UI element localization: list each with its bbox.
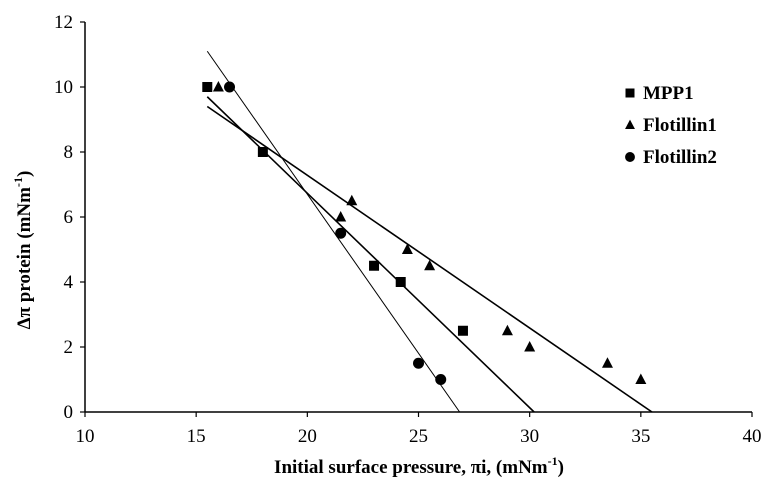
point-flotillin2	[413, 357, 424, 369]
point-mpp1	[457, 325, 468, 336]
tick-labels: 10 15 20 25 30 35 40 0 2 4 6 8 10 12	[54, 12, 762, 447]
legend-label-mpp1: MPP1	[643, 83, 694, 104]
fit-line-flotillin2	[206, 50, 461, 413]
data-points	[202, 81, 647, 385]
fit-line-mpp1	[206, 96, 535, 413]
x-axis-label: Initial surface pressure, πi, (mNm-1)	[274, 454, 564, 478]
x-tick-label: 20	[298, 426, 317, 447]
point-flotillin1	[501, 324, 513, 336]
y-tick-label: 6	[64, 207, 74, 228]
fit-lines	[206, 50, 653, 413]
point-flotillin1	[346, 194, 358, 206]
point-mpp1	[202, 82, 213, 92]
y-tick-label: 0	[64, 402, 74, 423]
point-flotillin1	[401, 243, 413, 254]
point-flotillin1	[424, 259, 436, 271]
y-tick-label: 10	[54, 77, 73, 98]
axes	[80, 21, 753, 417]
point-flotillin2	[335, 227, 347, 239]
x-tick-label: 30	[520, 426, 539, 447]
y-axis-label: Δπ protein (mNm-1)	[11, 171, 35, 330]
point-flotillin1	[601, 357, 613, 368]
point-flotillin1	[524, 341, 536, 352]
x-tick-label: 40	[743, 426, 762, 447]
point-flotillin1	[212, 81, 224, 92]
point-mpp1	[369, 260, 380, 271]
legend-marker-mpp1	[625, 88, 635, 98]
legend-marker-flotillin2	[625, 152, 635, 162]
legend-marker-flotillin1	[625, 119, 635, 130]
point-flotillin1	[635, 373, 647, 384]
y-tick-label: 12	[54, 12, 73, 33]
point-flotillin2	[224, 81, 236, 93]
point-mpp1	[257, 147, 268, 157]
point-flotillin1	[335, 211, 347, 222]
legend: MPP1 Flotillin1 Flotillin2	[625, 83, 717, 168]
x-tick-label: 10	[76, 426, 95, 447]
y-tick-label: 8	[64, 142, 74, 163]
x-tick-label: 15	[187, 426, 206, 447]
y-tick-label: 4	[64, 272, 74, 293]
x-tick-label: 35	[631, 426, 650, 447]
point-flotillin2	[435, 374, 447, 385]
point-mpp1	[395, 277, 406, 287]
legend-label-flotillin1: Flotillin1	[643, 115, 717, 136]
fit-line-flotillin1	[206, 105, 653, 413]
x-tick-label: 25	[409, 426, 428, 447]
y-tick-label: 2	[64, 337, 74, 358]
legend-label-flotillin2: Flotillin2	[643, 147, 717, 168]
